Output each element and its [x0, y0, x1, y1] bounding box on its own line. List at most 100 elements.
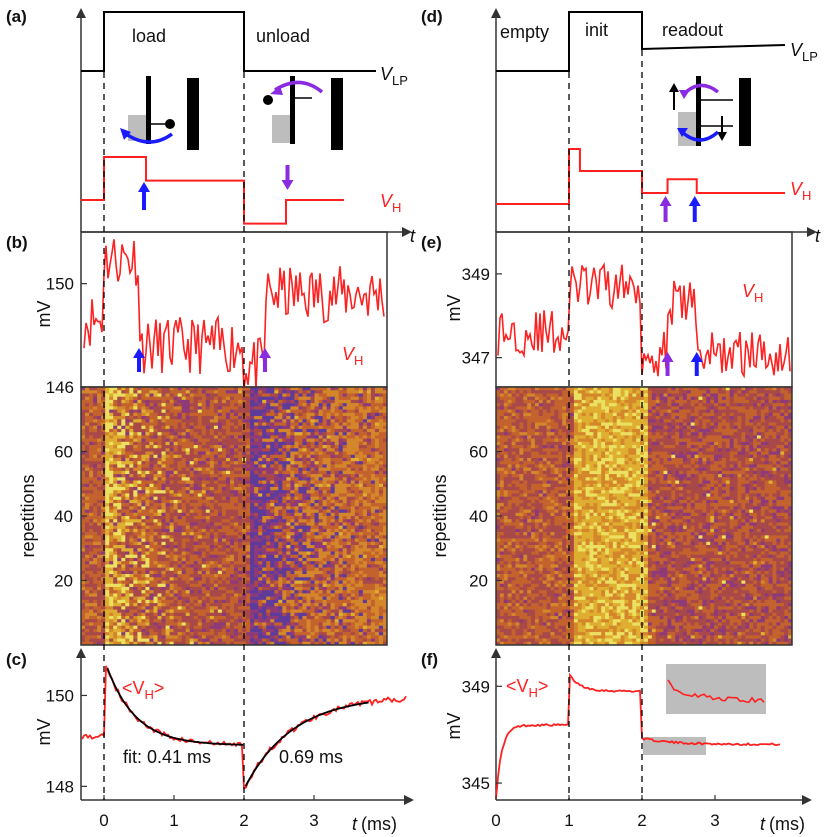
heatmap-cell [250, 551, 255, 555]
heatmap-cell [189, 570, 195, 575]
heatmap-cell [169, 403, 174, 407]
heatmap-cell [85, 490, 90, 494]
heatmap-cell [330, 438, 335, 443]
heatmap-cell [201, 554, 207, 559]
heatmap-cell [209, 490, 215, 494]
heatmap-cell [294, 499, 299, 504]
heatmap-cell [322, 577, 327, 581]
heatmap-cell [161, 387, 166, 391]
heatmap-cell [290, 445, 295, 449]
heatmap-cell [169, 506, 174, 510]
heatmap-cell [109, 593, 114, 597]
heatmap-cell [193, 457, 199, 462]
heatmap-cell [318, 557, 323, 562]
heatmap-cell [185, 583, 191, 588]
heatmap-cell [189, 561, 195, 565]
heatmap-cell [109, 419, 114, 423]
heatmap-cell [266, 567, 271, 572]
heatmap-cell [270, 554, 275, 559]
heatmap-cell [286, 561, 291, 565]
heatmap-cell [354, 432, 360, 436]
heatmap-cell [330, 467, 335, 472]
heatmap-cell [298, 490, 303, 494]
heatmap-cell [358, 448, 364, 452]
heatmap-cell [109, 474, 114, 478]
heatmap-cell [350, 503, 356, 507]
heatmap-cell [362, 512, 368, 517]
heatmap-cell [137, 419, 142, 423]
heatmap-cell [374, 387, 380, 391]
heatmap-cell [93, 486, 98, 491]
heatmap-cell [350, 441, 356, 446]
heatmap-cell [205, 425, 211, 430]
heatmap-cell [141, 503, 146, 507]
heatmap-cell [213, 570, 219, 575]
heatmap-cell [93, 409, 98, 414]
heatmap-cell [322, 464, 327, 468]
heatmap-cell [350, 570, 356, 575]
heatmap-cell [141, 432, 146, 436]
heatmap-cell [330, 470, 335, 475]
heatmap-cell [238, 509, 243, 514]
heatmap-cell [294, 506, 299, 510]
heatmap-cell [165, 428, 170, 433]
heatmap-cell [358, 441, 364, 446]
heatmap-cell [97, 416, 102, 420]
heatmap-cell [358, 535, 364, 539]
heatmap-cell [246, 477, 251, 481]
heatmap-cell [258, 396, 263, 401]
heatmap-cell [181, 393, 187, 397]
heatmap-cell [145, 403, 150, 407]
heatmap-cell [169, 477, 174, 481]
heatmap-cell [298, 403, 303, 407]
heatmap-cell [318, 583, 323, 588]
heatmap-cell [246, 470, 251, 475]
heatmap-cell [374, 512, 380, 517]
heatmap-cell [193, 541, 199, 546]
heatmap-cell [314, 554, 319, 559]
heatmap-cell [346, 570, 352, 575]
heatmap-cell [314, 564, 319, 568]
heatmap-cell [282, 396, 287, 401]
heatmap-cell [246, 506, 251, 510]
heatmap-cell [274, 499, 279, 504]
heatmap-cell [133, 441, 138, 446]
heatmap-cell [238, 577, 243, 581]
heatmap-cell [274, 567, 279, 572]
heatmap-cell [322, 409, 327, 414]
heatmap-cell [258, 403, 263, 407]
heatmap-cell [362, 509, 368, 514]
heatmap-cell [89, 403, 94, 407]
heatmap-cell [270, 412, 275, 417]
heatmap-cell [258, 448, 263, 452]
heatmap-cell [201, 461, 207, 465]
heatmap-cell [330, 493, 335, 497]
heatmap-cell [161, 506, 166, 510]
heatmap-cell [109, 499, 114, 504]
heatmap-cell [117, 567, 122, 572]
heatmap-cell [149, 580, 154, 585]
heatmap-cell [109, 538, 114, 543]
heatmap-cell [209, 593, 215, 597]
heatmap-cell [310, 548, 315, 552]
heatmap-cell [129, 441, 134, 446]
heatmap-cell [318, 441, 323, 446]
heatmap-cell [213, 387, 219, 391]
heatmap-cell [290, 428, 295, 433]
heatmap-cell [354, 574, 360, 578]
heatmap-cell [201, 435, 207, 439]
heatmap-cell [234, 390, 239, 394]
heatmap-cell [109, 425, 114, 430]
d-event-arrowhead [688, 196, 701, 206]
heatmap-cell [230, 586, 235, 591]
heatmap-cell [306, 522, 311, 526]
heatmap-cell [137, 461, 142, 465]
heatmap-cell [141, 564, 146, 568]
heatmap-cell [258, 457, 263, 462]
heatmap-cell [254, 548, 259, 552]
heatmap-cell [137, 470, 142, 475]
heatmap-cell [137, 519, 142, 523]
heatmap-cell [193, 499, 199, 504]
heatmap-cell [133, 577, 138, 581]
heatmap-cell [145, 548, 150, 552]
